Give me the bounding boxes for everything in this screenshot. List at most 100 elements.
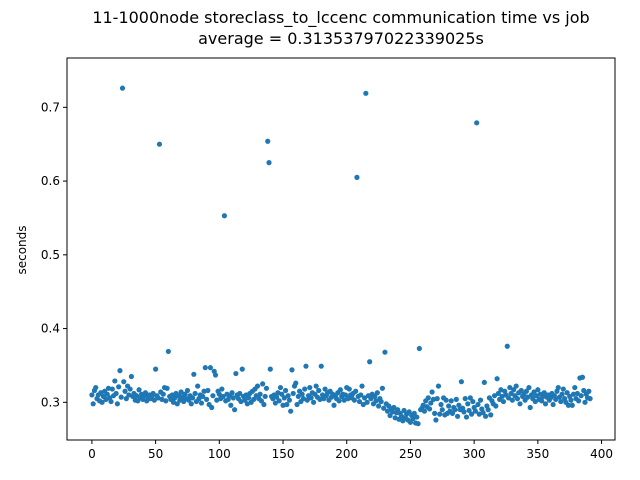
- point: [461, 409, 467, 415]
- point: [547, 395, 554, 401]
- point: [353, 388, 359, 394]
- point: [207, 365, 214, 371]
- point: [375, 403, 382, 409]
- point: [202, 365, 208, 371]
- point: [373, 398, 379, 404]
- point: [467, 395, 473, 401]
- point: [421, 408, 428, 414]
- point: [302, 386, 308, 392]
- point: [233, 370, 239, 377]
- point: [454, 413, 461, 419]
- point: [532, 398, 538, 405]
- point: [151, 397, 157, 403]
- point: [112, 378, 118, 384]
- point: [527, 404, 533, 411]
- point: [452, 407, 458, 413]
- point: [434, 396, 440, 402]
- point: [435, 383, 442, 389]
- point: [407, 419, 414, 425]
- point: [318, 363, 324, 369]
- point: [458, 379, 465, 385]
- point: [205, 387, 211, 394]
- point: [122, 388, 128, 394]
- point: [572, 384, 578, 391]
- point: [453, 396, 459, 402]
- point: [491, 393, 498, 399]
- point: [221, 213, 228, 219]
- point: [569, 402, 575, 408]
- point: [463, 414, 470, 420]
- x-tick-label: 250: [399, 447, 422, 461]
- point: [303, 363, 309, 369]
- point: [116, 384, 122, 390]
- point: [514, 396, 521, 402]
- point: [286, 397, 292, 403]
- point: [313, 383, 319, 389]
- point: [322, 386, 328, 392]
- point: [504, 343, 510, 349]
- point: [172, 395, 178, 401]
- point: [574, 390, 580, 397]
- point: [262, 393, 268, 400]
- point: [488, 412, 494, 418]
- point: [462, 396, 468, 402]
- point: [565, 402, 572, 408]
- point: [290, 390, 296, 397]
- point: [228, 402, 234, 408]
- point: [518, 387, 524, 394]
- point: [150, 390, 156, 397]
- x-tick-label: 0: [88, 447, 96, 461]
- point: [311, 399, 317, 405]
- point: [493, 403, 499, 409]
- point: [203, 396, 210, 402]
- point: [505, 395, 512, 401]
- point: [346, 386, 352, 392]
- point: [232, 407, 238, 413]
- point: [555, 384, 561, 391]
- point: [448, 398, 454, 404]
- point: [507, 384, 513, 391]
- point: [133, 393, 140, 399]
- point: [295, 393, 301, 400]
- point: [364, 399, 370, 405]
- point: [304, 397, 310, 403]
- point: [361, 395, 368, 401]
- point: [165, 348, 171, 355]
- point: [446, 403, 452, 409]
- point: [526, 384, 532, 391]
- point: [425, 395, 431, 401]
- point: [475, 401, 481, 408]
- point: [384, 408, 391, 414]
- point: [391, 404, 397, 411]
- chart-title: 11-1000node storeclass_to_lccenc communi…: [92, 8, 589, 28]
- point: [500, 398, 507, 405]
- point: [465, 401, 471, 407]
- point: [568, 397, 574, 403]
- point: [99, 399, 105, 405]
- point: [414, 414, 420, 420]
- point: [356, 398, 363, 405]
- point: [581, 387, 587, 394]
- x-tick-label: 300: [463, 447, 486, 461]
- point: [118, 394, 124, 400]
- point: [266, 160, 272, 166]
- point: [164, 385, 170, 391]
- point: [381, 405, 387, 411]
- x-tick-label: 50: [148, 447, 163, 461]
- point: [263, 385, 270, 391]
- point: [541, 390, 547, 396]
- point: [550, 401, 556, 408]
- point: [284, 401, 290, 408]
- point: [428, 400, 434, 406]
- x-tick-label: 350: [526, 447, 549, 461]
- point: [576, 398, 582, 404]
- point: [163, 398, 169, 404]
- y-tick-label: 0.7: [41, 100, 60, 114]
- point: [387, 412, 393, 419]
- point: [267, 366, 273, 372]
- point: [372, 393, 378, 400]
- point: [117, 368, 123, 374]
- point: [406, 409, 412, 415]
- point: [474, 120, 480, 126]
- point: [174, 401, 180, 407]
